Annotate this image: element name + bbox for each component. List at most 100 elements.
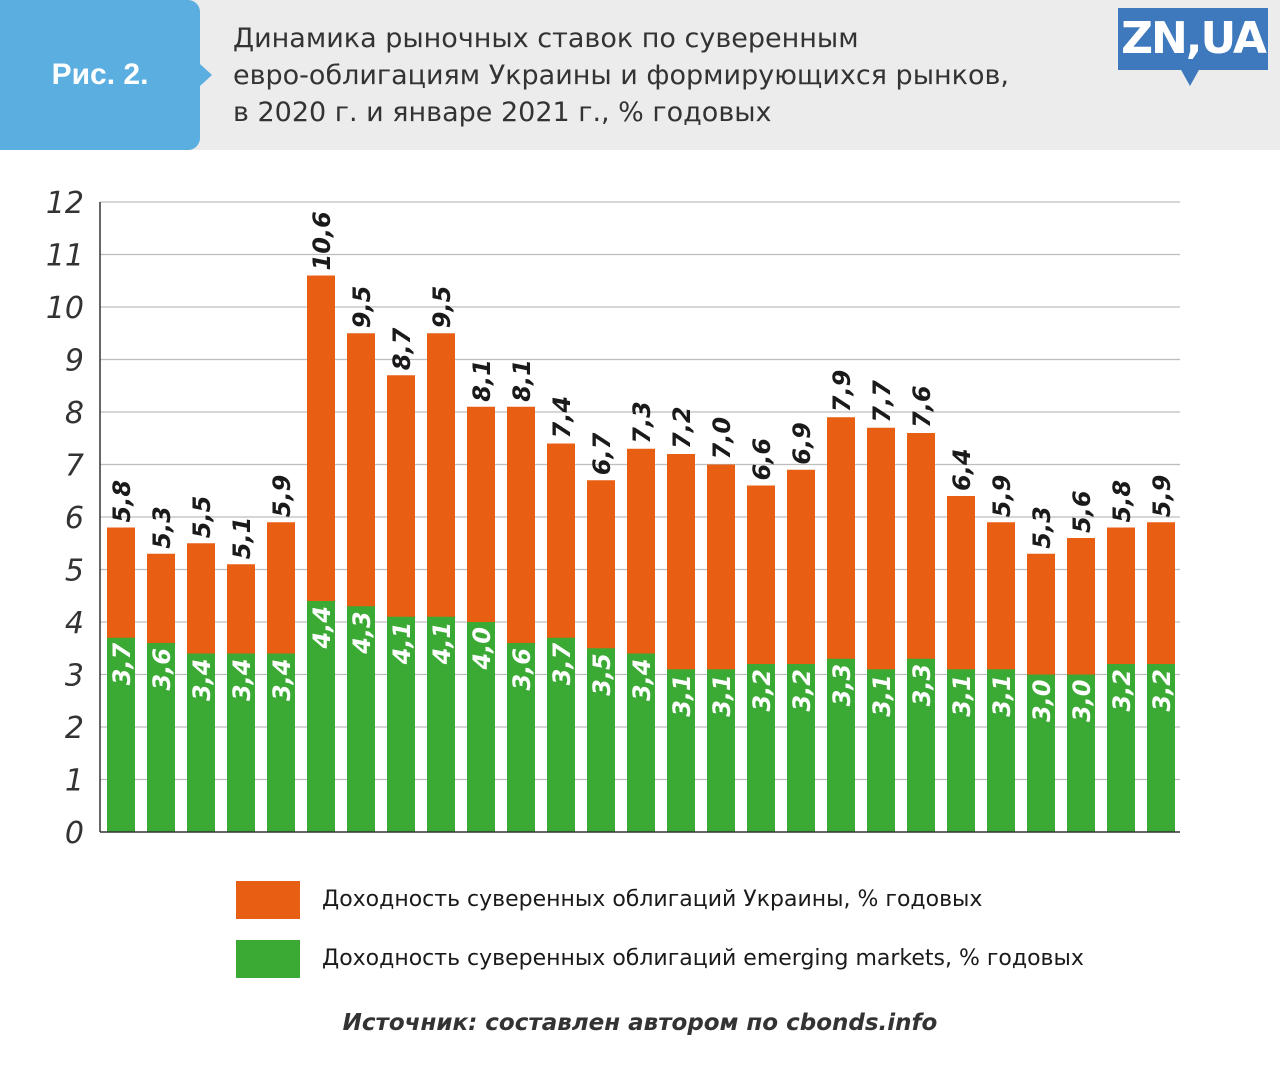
bar-emerging-markets-16 [707, 669, 735, 832]
data-label-ukraine-11: 8,1 [508, 359, 536, 402]
data-label-ukraine-8: 8,7 [388, 327, 416, 370]
data-label-ukraine-24: 5,3 [1028, 506, 1056, 549]
bar-chart: 01234567891011125,83,75,33,65,53,45,13,4… [46, 186, 1180, 851]
legend-swatch-emerging-markets [236, 940, 300, 978]
bar-emerging-markets-11 [507, 643, 535, 832]
y-tick-label: 4 [65, 606, 84, 641]
bar-emerging-markets-21 [907, 658, 935, 832]
data-label-emerging-markets-26: 3,2 [1108, 669, 1136, 712]
data-label-ukraine-5: 5,9 [268, 475, 296, 518]
data-label-emerging-markets-17: 3,2 [748, 669, 776, 712]
data-label-emerging-markets-20: 3,1 [868, 674, 896, 717]
y-tick-label: 9 [65, 344, 84, 379]
data-label-emerging-markets-21: 3,3 [908, 664, 936, 707]
y-tick-label: 3 [65, 659, 84, 694]
data-label-ukraine-6: 10,6 [308, 211, 336, 270]
bar-emerging-markets-22 [947, 669, 975, 832]
data-label-emerging-markets-19: 3,3 [828, 664, 856, 707]
data-label-ukraine-22: 6,4 [948, 448, 976, 491]
data-label-ukraine-14: 7,3 [628, 401, 656, 444]
legend-label-ukraine: Доходность суверенных облигаций Украины,… [322, 887, 983, 912]
bar-emerging-markets-23 [987, 669, 1015, 832]
y-tick-label: 5 [65, 554, 84, 589]
data-label-emerging-markets-4: 3,4 [228, 659, 256, 702]
data-label-emerging-markets-11: 3,6 [508, 648, 536, 691]
bar-emerging-markets-8 [387, 616, 415, 832]
data-label-emerging-markets-12: 3,7 [548, 642, 576, 685]
data-label-ukraine-21: 7,6 [908, 385, 936, 428]
data-label-emerging-markets-16: 3,1 [708, 674, 736, 717]
data-label-ukraine-13: 6,7 [588, 432, 616, 475]
data-label-ukraine-10: 8,1 [468, 359, 496, 402]
bar-emerging-markets-19 [827, 658, 855, 832]
bar-emerging-markets-18 [787, 664, 815, 832]
source-note: Источник: составлен автором по cbonds.in… [342, 1010, 938, 1036]
bar-emerging-markets-25 [1067, 674, 1095, 832]
y-tick-label: 6 [65, 501, 84, 536]
bar-emerging-markets-26 [1107, 664, 1135, 832]
y-tick-label: 1 [65, 764, 84, 799]
data-label-ukraine-7: 9,5 [348, 286, 376, 329]
data-label-emerging-markets-9: 4,1 [428, 622, 456, 666]
legend-label-emerging-markets: Доходность суверенных облигаций emerging… [322, 946, 1084, 971]
data-label-emerging-markets-7: 4,3 [348, 611, 376, 655]
bar-emerging-markets-7 [347, 606, 375, 832]
data-label-ukraine-16: 7,0 [708, 417, 736, 460]
data-label-ukraine-15: 7,2 [668, 406, 696, 449]
data-label-ukraine-9: 9,5 [428, 286, 456, 329]
zn-ua-logo: ZN,UA [1118, 8, 1268, 86]
figure-label: Рис. 2. [0, 0, 212, 150]
data-label-emerging-markets-22: 3,1 [948, 674, 976, 717]
title-line-1: Динамика рыночных ставок по суверенным [233, 23, 859, 54]
y-tick-label: 11 [46, 239, 84, 274]
y-tick-label: 0 [65, 816, 84, 851]
legend-swatch-ukraine [236, 881, 300, 919]
bar-emerging-markets-4 [227, 653, 255, 832]
chart-title: Динамика рыночных ставок по суверенным е… [233, 20, 1093, 131]
data-label-emerging-markets-24: 3,0 [1028, 680, 1056, 723]
data-label-ukraine-25: 5,6 [1068, 490, 1096, 533]
title-line-3: в 2020 г. и январе 2021 г., % годовых [233, 97, 772, 128]
bar-emerging-markets-13 [587, 648, 615, 832]
data-label-emerging-markets-8: 4,1 [388, 622, 416, 666]
data-label-emerging-markets-5: 3,4 [268, 659, 296, 702]
data-label-emerging-markets-15: 3,1 [668, 674, 696, 717]
bar-emerging-markets-24 [1027, 674, 1055, 832]
data-label-emerging-markets-10: 4,0 [468, 627, 496, 671]
y-tick-label: 10 [46, 291, 84, 326]
y-tick-label: 7 [65, 449, 84, 484]
y-tick-label: 8 [65, 396, 84, 431]
bar-emerging-markets-12 [547, 637, 575, 832]
data-label-ukraine-2: 5,3 [148, 506, 176, 549]
data-label-emerging-markets-13: 3,5 [588, 653, 616, 696]
data-label-ukraine-23: 5,9 [988, 475, 1016, 518]
data-label-emerging-markets-1: 3,7 [108, 642, 136, 685]
data-label-emerging-markets-27: 3,2 [1148, 669, 1176, 712]
data-label-emerging-markets-25: 3,0 [1068, 680, 1096, 723]
y-tick-label: 2 [65, 711, 84, 746]
bar-emerging-markets-9 [427, 616, 455, 832]
bar-emerging-markets-1 [107, 637, 135, 832]
data-label-ukraine-19: 7,9 [828, 370, 856, 413]
y-tick-label: 12 [46, 186, 84, 221]
data-label-ukraine-26: 5,8 [1108, 480, 1136, 523]
bar-emerging-markets-3 [187, 653, 215, 832]
data-label-emerging-markets-14: 3,4 [628, 659, 656, 702]
data-label-ukraine-4: 5,1 [228, 517, 256, 560]
bar-emerging-markets-27 [1147, 664, 1175, 832]
bar-emerging-markets-2 [147, 643, 175, 832]
data-label-ukraine-20: 7,7 [868, 380, 896, 423]
data-label-ukraine-3: 5,5 [188, 496, 216, 539]
bar-emerging-markets-17 [747, 664, 775, 832]
data-label-emerging-markets-2: 3,6 [148, 648, 176, 691]
data-label-emerging-markets-6: 4,4 [308, 606, 336, 650]
data-labels: 5,8 3,7 5,3 3,6 5,5 3,4 5,1 3,4 5,9 3,4 10,6 4,4 9,5… [108, 211, 1176, 722]
bar-emerging-markets-6 [307, 601, 335, 832]
bar-emerging-markets-20 [867, 669, 895, 832]
bar-emerging-markets-5 [267, 653, 295, 832]
bar-emerging-markets-15 [667, 669, 695, 832]
bars [107, 275, 1175, 832]
title-line-2: евро-облигациям Украины и формирующихся … [233, 60, 1009, 91]
data-label-ukraine-1: 5,8 [108, 480, 136, 523]
